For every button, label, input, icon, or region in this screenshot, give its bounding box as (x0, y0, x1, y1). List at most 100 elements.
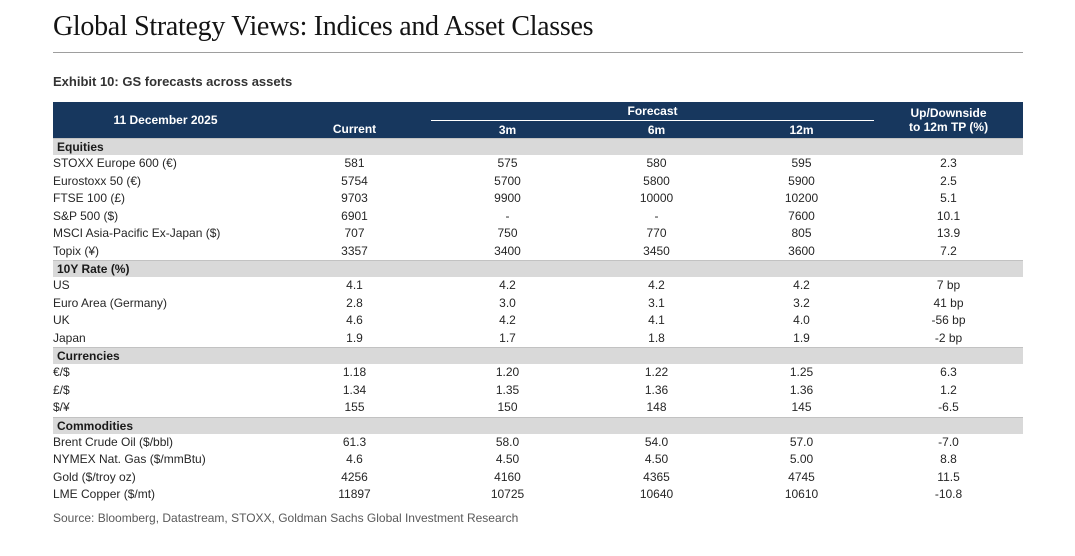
table-row: £/$ 1.34 1.35 1.36 1.36 1.2 (53, 381, 1024, 400)
cell-current: 3357 (278, 242, 431, 261)
cell-current: 1.34 (278, 381, 431, 400)
table-row: $/¥ 155 150 148 145 -6.5 (53, 399, 1024, 418)
row-label: STOXX Europe 600 (€) (53, 155, 278, 173)
table-row: Eurostoxx 50 (€) 5754 5700 5800 5900 2.5 (53, 172, 1024, 191)
cell-updownside: 13.9 (874, 225, 1024, 243)
section-row: Currencies (53, 347, 1024, 365)
table-body: Equities STOXX Europe 600 (€) 581 575 580 595… (53, 138, 1024, 504)
cell-updownside: 7.2 (874, 242, 1024, 261)
cell-6m: 1.22 (584, 364, 729, 382)
cell-6m: 3.1 (584, 294, 729, 313)
cell-updownside: 2.5 (874, 172, 1024, 191)
cell-updownside: -10.8 (874, 486, 1024, 504)
header-blank (278, 102, 431, 121)
cell-current: 581 (278, 155, 431, 173)
cell-current: 2.8 (278, 294, 431, 313)
cell-6m: 1.8 (584, 329, 729, 348)
cell-updownside: 8.8 (874, 451, 1024, 469)
header-forecast-label: Forecast (627, 104, 678, 119)
cell-current: 1.18 (278, 364, 431, 382)
cell-12m: 1.25 (729, 364, 875, 382)
row-label: S&P 500 ($) (53, 207, 278, 226)
row-label: €/$ (53, 364, 278, 382)
row-label: Eurostoxx 50 (€) (53, 172, 278, 191)
cell-6m: 4365 (584, 468, 729, 487)
cell-6m: 4.50 (584, 451, 729, 469)
cell-6m: 770 (584, 225, 729, 243)
cell-current: 155 (278, 399, 431, 418)
table-header: 11 December 2025 Forecast Up/Downside to… (53, 102, 1024, 139)
row-label: Euro Area (Germany) (53, 294, 278, 313)
cell-12m: 4.0 (729, 312, 875, 330)
cell-updownside: -56 bp (874, 312, 1024, 330)
cell-updownside: -6.5 (874, 399, 1024, 418)
cell-updownside: 41 bp (874, 294, 1024, 313)
row-label: Topix (¥) (53, 242, 278, 261)
cell-3m: 5700 (431, 172, 584, 191)
row-label: LME Copper ($/mt) (53, 486, 278, 504)
cell-6m: 10640 (584, 486, 729, 504)
cell-6m: 580 (584, 155, 729, 173)
cell-3m: 3400 (431, 242, 584, 261)
row-label: Gold ($/troy oz) (53, 468, 278, 487)
row-label: Japan (53, 329, 278, 348)
row-label: MSCI Asia-Pacific Ex-Japan ($) (53, 225, 278, 243)
cell-6m: - (584, 207, 729, 226)
section-row: Commodities (53, 416, 1024, 434)
table-row: NYMEX Nat. Gas ($/mmBtu) 4.6 4.50 4.50 5.00 8… (53, 451, 1024, 469)
cell-current: 707 (278, 225, 431, 243)
cell-current: 61.3 (278, 433, 431, 452)
page-title: Global Strategy Views: Indices and Asset… (53, 11, 594, 42)
source-note: Source: Bloomberg, Datastream, STOXX, Go… (53, 510, 519, 525)
cell-3m: 4160 (431, 468, 584, 487)
cell-12m: 5.00 (729, 451, 875, 469)
cell-current: 1.9 (278, 329, 431, 348)
table-row: Japan 1.9 1.7 1.8 1.9 -2 bp (53, 329, 1024, 348)
cell-3m: 1.35 (431, 381, 584, 400)
cell-3m: 1.7 (431, 329, 584, 348)
row-label: $/¥ (53, 399, 278, 418)
section-label: 10Y Rate (%) (53, 260, 1024, 278)
cell-current: 9703 (278, 190, 431, 208)
cell-12m: 10610 (729, 486, 875, 504)
table-row: STOXX Europe 600 (€) 581 575 580 595 2.3 (53, 155, 1024, 173)
row-label: FTSE 100 (£) (53, 190, 278, 208)
cell-current: 6901 (278, 207, 431, 226)
table-row: FTSE 100 (£) 9703 9900 10000 10200 5.1 (53, 190, 1024, 208)
cell-updownside: 6.3 (874, 364, 1024, 382)
row-label: NYMEX Nat. Gas ($/mmBtu) (53, 451, 278, 469)
cell-current: 4.6 (278, 451, 431, 469)
cell-3m: - (431, 207, 584, 226)
cell-6m: 148 (584, 399, 729, 418)
section-label: Commodities (53, 416, 1024, 434)
cell-12m: 5900 (729, 172, 875, 191)
row-label: US (53, 277, 278, 295)
cell-12m: 145 (729, 399, 875, 418)
cell-12m: 4745 (729, 468, 875, 487)
cell-12m: 1.36 (729, 381, 875, 400)
cell-updownside: 5.1 (874, 190, 1024, 208)
cell-12m: 595 (729, 155, 875, 173)
cell-current: 4.1 (278, 277, 431, 295)
row-label: Brent Crude Oil ($/bbl) (53, 433, 278, 452)
cell-12m: 805 (729, 225, 875, 243)
header-forecast-group: Forecast (431, 102, 875, 122)
cell-6m: 4.1 (584, 312, 729, 330)
cell-6m: 4.2 (584, 277, 729, 295)
exhibit-title: Exhibit 10: GS forecasts across assets (53, 74, 293, 90)
cell-12m: 10200 (729, 190, 875, 208)
cell-3m: 575 (431, 155, 584, 173)
header-updownside: Up/Downside to 12m TP (%) (874, 102, 1024, 139)
header-date: 11 December 2025 (53, 102, 278, 139)
cell-12m: 1.9 (729, 329, 875, 348)
cell-updownside: 2.3 (874, 155, 1024, 173)
header-12m: 12m (729, 120, 875, 139)
cell-12m: 3.2 (729, 294, 875, 313)
cell-current: 11897 (278, 486, 431, 504)
cell-12m: 57.0 (729, 433, 875, 452)
cell-updownside: 11.5 (874, 468, 1024, 487)
cell-updownside: 7 bp (874, 277, 1024, 295)
table-row: S&P 500 ($) 6901- -7600 10.1 (53, 207, 1024, 226)
cell-updownside: -7.0 (874, 433, 1024, 452)
header-updownside-line1: Up/Downside (910, 106, 987, 121)
